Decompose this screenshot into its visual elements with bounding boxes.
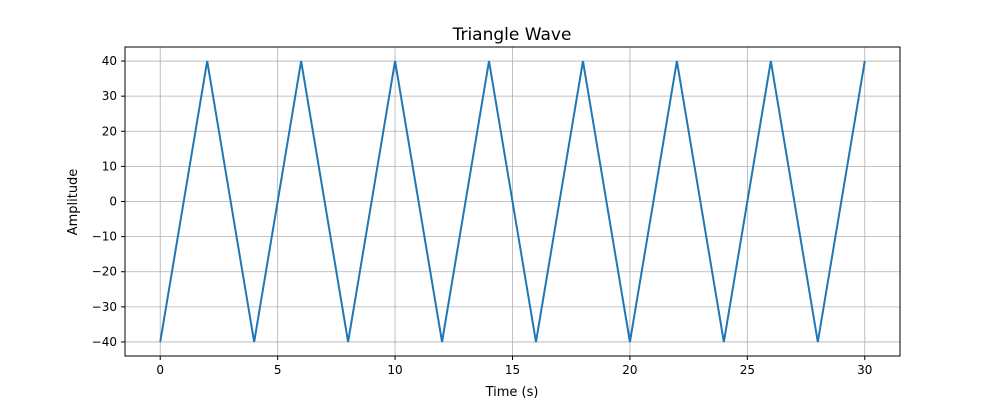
y-tick-label: 0 [109,195,117,209]
y-tick-label: −20 [92,265,117,279]
x-tick-label: 10 [387,363,402,377]
y-tick-label: 20 [102,124,117,138]
series-layer [159,60,866,343]
chart-title: Triangle Wave [452,25,572,45]
y-tick-label: −40 [92,335,117,349]
x-tick-label: 30 [857,363,872,377]
x-tick-label: 20 [622,363,637,377]
y-tick-label: −30 [92,300,117,314]
y-tick-label: 40 [102,54,117,68]
y-axis-ticks: −40 −30 −20 −10 0 10 20 30 40 [92,54,125,349]
x-tick-label: 25 [740,363,755,377]
triangle-wave-line [159,60,866,343]
y-axis-label: Amplitude [66,169,81,236]
x-axis-ticks: 0 5 10 15 20 25 30 [156,356,872,377]
y-tick-label: 30 [102,89,117,103]
y-tick-label: 10 [102,159,117,173]
x-tick-label: 5 [274,363,282,377]
x-tick-label: 0 [156,363,164,377]
grid [125,47,900,356]
y-tick-label: −10 [92,230,117,244]
x-tick-label: 15 [505,363,520,377]
x-axis-label: Time (s) [485,385,539,400]
